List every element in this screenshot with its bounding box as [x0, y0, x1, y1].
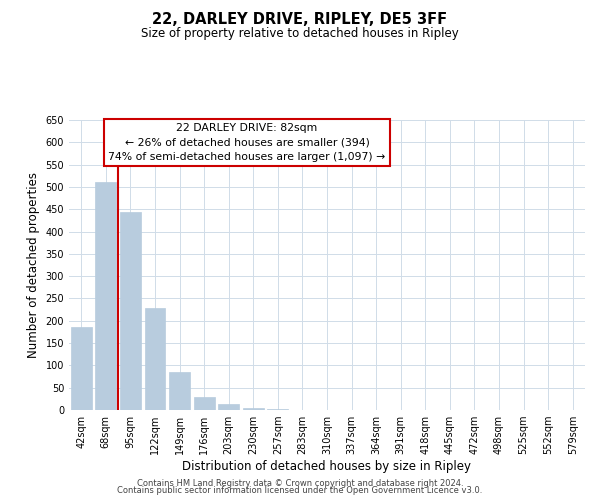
Y-axis label: Number of detached properties: Number of detached properties	[27, 172, 40, 358]
Bar	[120, 212, 141, 410]
Bar	[71, 328, 92, 410]
Bar	[145, 308, 166, 410]
Bar	[243, 408, 264, 410]
Text: Contains public sector information licensed under the Open Government Licence v3: Contains public sector information licen…	[118, 486, 482, 495]
Bar	[194, 397, 215, 410]
Bar	[218, 404, 239, 410]
Bar	[169, 372, 190, 410]
Bar	[95, 182, 116, 410]
X-axis label: Distribution of detached houses by size in Ripley: Distribution of detached houses by size …	[182, 460, 472, 473]
Text: 22 DARLEY DRIVE: 82sqm
← 26% of detached houses are smaller (394)
74% of semi-de: 22 DARLEY DRIVE: 82sqm ← 26% of detached…	[109, 123, 386, 162]
Text: Contains HM Land Registry data © Crown copyright and database right 2024.: Contains HM Land Registry data © Crown c…	[137, 478, 463, 488]
Bar	[268, 409, 289, 410]
Text: Size of property relative to detached houses in Ripley: Size of property relative to detached ho…	[141, 28, 459, 40]
Text: 22, DARLEY DRIVE, RIPLEY, DE5 3FF: 22, DARLEY DRIVE, RIPLEY, DE5 3FF	[152, 12, 448, 28]
